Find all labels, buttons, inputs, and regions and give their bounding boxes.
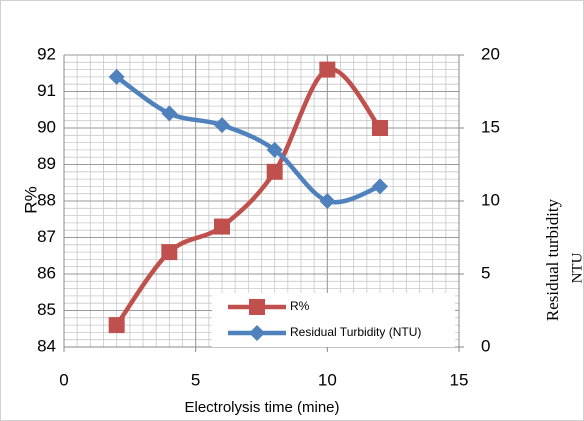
x-axis-title: Electrolysis time (mine) xyxy=(184,399,339,416)
y2-tick-label: 5 xyxy=(481,263,490,282)
y-tick-label: 91 xyxy=(37,81,56,100)
y2-tick-label: 10 xyxy=(481,190,500,209)
marker xyxy=(372,120,388,136)
y-tick-label: 92 xyxy=(37,44,56,63)
marker xyxy=(319,193,336,209)
y2-axis-title-line2: NTU xyxy=(569,252,584,283)
x-tick-label: 5 xyxy=(191,370,200,389)
axes: 84 85 86 87 88 89 90 91 92 0 5 10 15 0 5 10 15 20 xyxy=(37,44,500,389)
y-tick-label: 88 xyxy=(37,190,56,209)
marker xyxy=(249,325,265,341)
marker xyxy=(161,105,178,122)
marker xyxy=(214,117,230,134)
legend: R% Residual Turbidity (NTU) xyxy=(212,293,455,347)
y-tick-label: 85 xyxy=(37,300,56,319)
y2-tick-label: 0 xyxy=(481,336,490,355)
y-tick-label: 90 xyxy=(37,117,56,136)
y-tick-label: 89 xyxy=(37,154,56,173)
marker xyxy=(108,317,125,334)
marker xyxy=(266,163,283,180)
marker xyxy=(249,299,265,315)
x-tick-label: 10 xyxy=(318,370,337,389)
marker xyxy=(372,178,388,195)
y-tick-label: 84 xyxy=(37,336,56,355)
legend-label: R% xyxy=(290,299,310,313)
x-tick-label: 0 xyxy=(59,370,68,389)
y-axis-title: R% xyxy=(21,186,40,213)
marker xyxy=(161,244,178,261)
y2-axis-title: Residual turbidity xyxy=(543,198,562,321)
marker xyxy=(319,61,336,78)
y-tick-label: 86 xyxy=(37,263,56,282)
x-tick-label: 15 xyxy=(450,370,469,389)
y2-tick-label: 15 xyxy=(481,117,500,136)
marker xyxy=(214,218,230,235)
marker xyxy=(266,141,283,158)
y2-tick-label: 20 xyxy=(481,44,500,63)
plot xyxy=(108,61,388,334)
marker xyxy=(108,68,125,85)
y-tick-label: 87 xyxy=(37,227,56,246)
legend-label: Residual Turbidity (NTU) xyxy=(290,325,421,339)
